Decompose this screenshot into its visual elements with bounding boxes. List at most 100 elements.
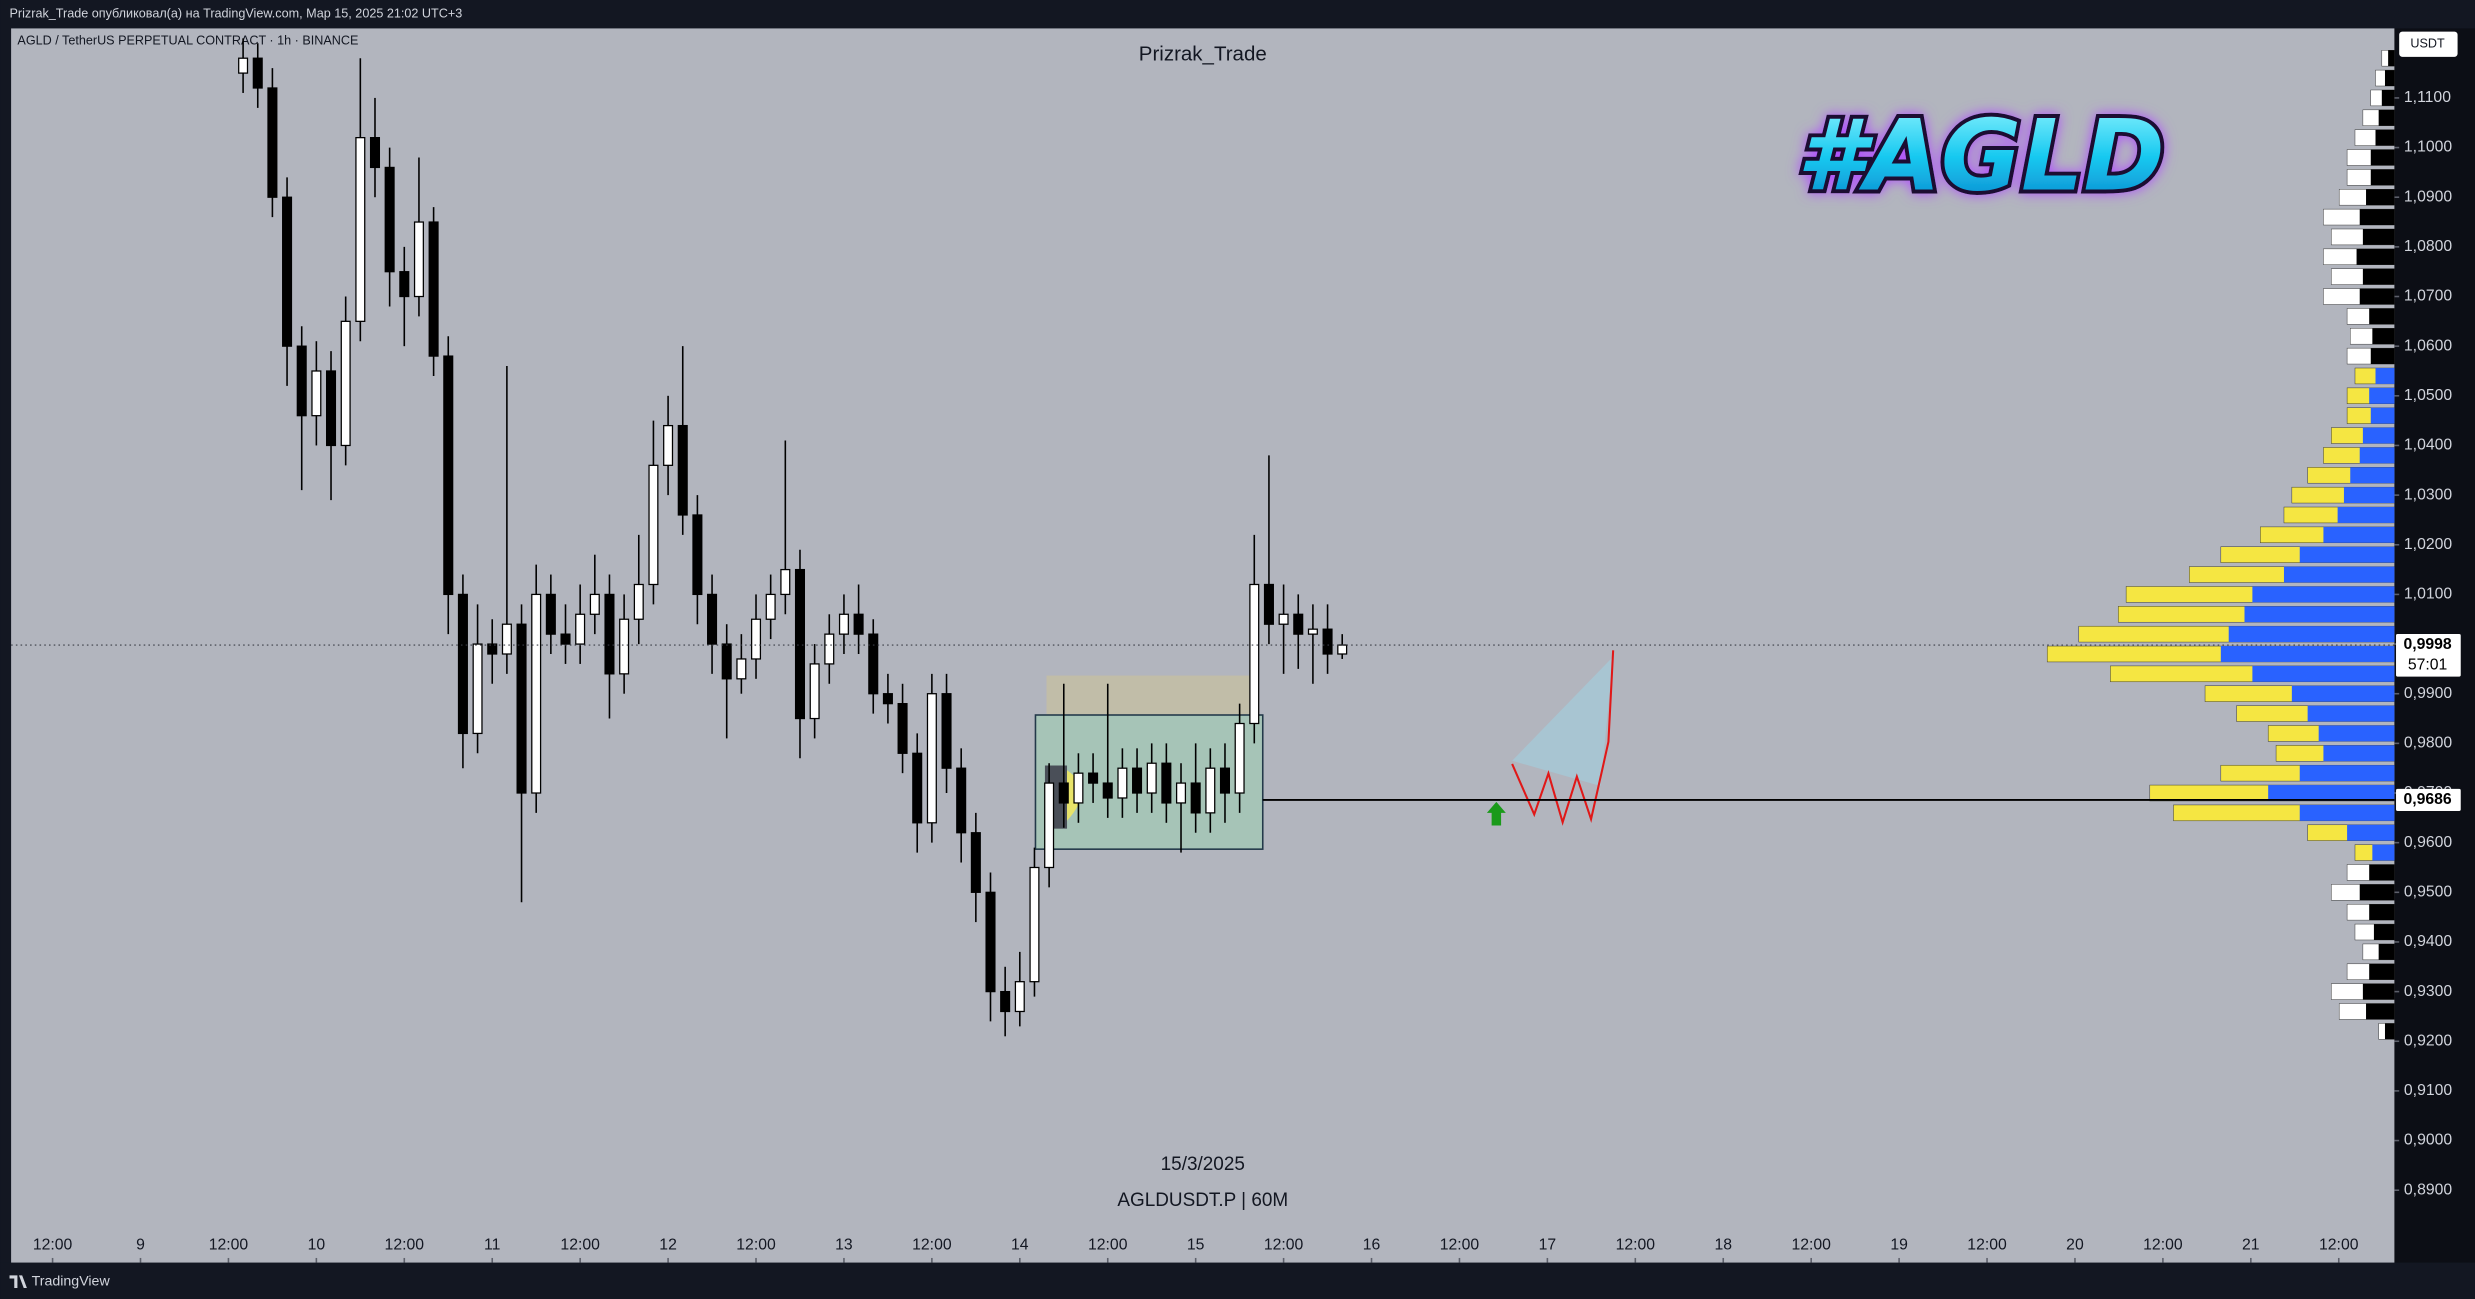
x-tick-label: 12:00 (1967, 1237, 2007, 1254)
profile-bar-inner (2378, 109, 2395, 126)
profile-bar-inner (2388, 50, 2395, 67)
candle-body (369, 137, 381, 169)
candle-body (1175, 782, 1187, 804)
profile-bar-inner (2369, 963, 2395, 980)
brand: TradingView (32, 1273, 111, 1289)
profile-bar-inner (2384, 70, 2395, 87)
candle-body (531, 593, 542, 794)
y-tick-label: 0,9300 (2404, 983, 2452, 1000)
coin-logo: #AGLD (1797, 99, 2165, 213)
profile-bar-inner (2369, 864, 2395, 881)
y-tick-label: 1,0400 (2404, 437, 2452, 454)
candle-body (648, 464, 659, 586)
candle-body (794, 568, 806, 720)
profile-bar-inner (2347, 824, 2395, 841)
profile-bar-inner (2268, 785, 2395, 801)
candle-body (355, 137, 366, 322)
y-tick-label: 1,1000 (2404, 139, 2452, 156)
candle-body (413, 221, 424, 298)
projection-shade (1512, 656, 1614, 787)
volume-profile (2046, 50, 2395, 1040)
candle-body (736, 658, 747, 680)
candle-body (1073, 772, 1084, 804)
profile-bar-inner (2323, 745, 2395, 762)
profile-bar-inner (2359, 447, 2395, 464)
profile-bar-inner (2283, 566, 2395, 583)
profile-bar-inner (2252, 665, 2395, 682)
profile-bar-inner (2337, 507, 2395, 523)
profile-bar-inner (2366, 1003, 2395, 1020)
candle-body (707, 593, 718, 645)
y-tick-label: 1,0200 (2404, 536, 2452, 553)
candle-body (926, 693, 937, 824)
x-tick-label: 19 (1890, 1237, 1908, 1254)
profile-bar-inner (2350, 467, 2395, 484)
candle-body (897, 703, 908, 754)
profile-bar-inner (2370, 348, 2395, 365)
profile-bar-inner (2378, 943, 2395, 960)
candle-body (941, 693, 952, 769)
profile-bar-inner (2373, 924, 2395, 940)
x-tick-label: 12:00 (2143, 1237, 2183, 1254)
profile-bar-inner (2291, 685, 2395, 702)
candle-body (501, 623, 512, 655)
profile-bar-inner (2343, 487, 2395, 504)
y-tick-label: 0,9500 (2404, 883, 2452, 900)
candle-body (765, 593, 776, 620)
profile-bar-inner (2370, 169, 2395, 186)
y-tick-label: 1,1100 (2404, 89, 2451, 106)
candle-body (560, 633, 571, 645)
x-tick-label: 12:00 (1791, 1237, 1831, 1254)
x-tick-label: 21 (2242, 1237, 2260, 1254)
profile-bar-inner (2307, 705, 2395, 722)
publisher-line: Prizrak_Trade опубликовал(а) на TradingV… (10, 7, 463, 21)
candle-body (399, 271, 410, 298)
candle-body (1161, 762, 1172, 804)
candle-body (296, 345, 307, 417)
candle-body (912, 752, 923, 824)
last-price-badge (2396, 634, 2461, 677)
candle-body (1322, 628, 1333, 655)
candle-body (677, 424, 688, 516)
y-tick-label: 0,9100 (2404, 1082, 2452, 1099)
candle-body (1337, 644, 1348, 655)
candle-body (1190, 782, 1201, 814)
profile-bar-inner (2375, 129, 2395, 146)
x-tick-label: 12:00 (560, 1237, 600, 1254)
candle-body (1014, 981, 1025, 1013)
price-labels: 0,9998 57:01 0,9686 (11, 634, 2461, 812)
x-tick-label: 12:00 (209, 1237, 249, 1254)
candle-body (1000, 990, 1011, 1013)
x-tick-label: 12 (659, 1237, 677, 1254)
x-tick-label: 12:00 (385, 1237, 425, 1254)
x-tick-label: 9 (136, 1237, 145, 1254)
candle-body (252, 57, 263, 89)
y-tick-label: 0,9800 (2404, 735, 2452, 752)
candle-body (282, 196, 293, 347)
candle-body (633, 583, 644, 620)
profile-bar-inner (2369, 387, 2395, 404)
x-tick-label: 14 (1011, 1237, 1029, 1254)
profile-bar-inner (2384, 1023, 2395, 1040)
candle-body (1307, 628, 1318, 635)
profile-bar-inner (2370, 407, 2395, 424)
profile-bar-inner (2381, 89, 2395, 106)
candle-body (838, 613, 849, 635)
candle-body (487, 643, 498, 655)
candle-body (619, 618, 630, 675)
currency-label: USDT (2410, 37, 2445, 51)
candle-body (721, 643, 732, 680)
x-tick-label: 12:00 (912, 1237, 952, 1254)
candle-body (267, 87, 278, 198)
y-tick-label: 1,0100 (2404, 586, 2452, 603)
candle-body (1205, 767, 1216, 814)
countdown-label: 57:01 (2408, 657, 2447, 674)
candle-body (1263, 583, 1274, 625)
candle-body (1102, 782, 1113, 799)
y-tick-label: 1,0800 (2404, 238, 2452, 255)
x-tick-label: 15 (1187, 1237, 1205, 1254)
y-tick-label: 0,9400 (2404, 933, 2452, 950)
candle-body (238, 57, 249, 74)
candle-body (325, 370, 337, 447)
